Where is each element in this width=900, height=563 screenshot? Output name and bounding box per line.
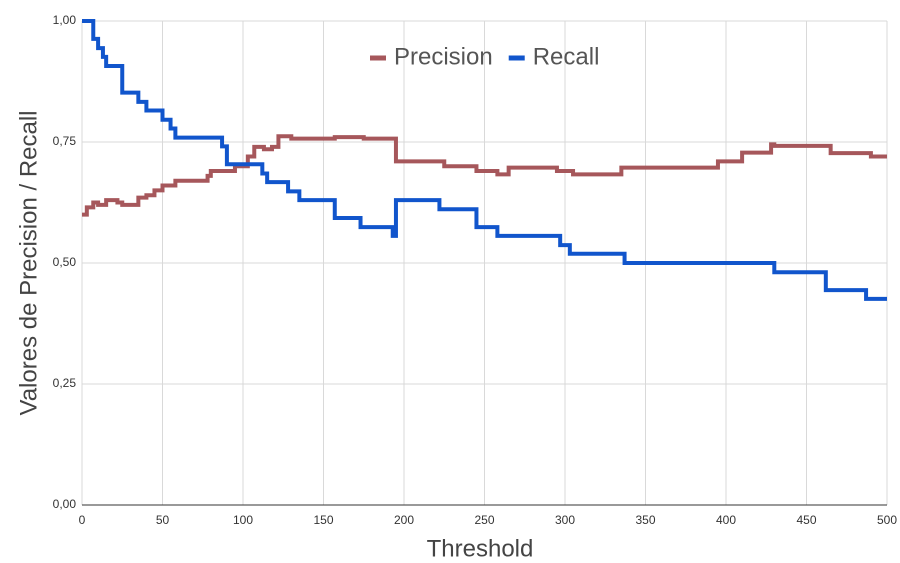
x-tick-label: 300 — [555, 513, 575, 527]
x-tick-label: 50 — [156, 513, 170, 527]
x-tick-label: 350 — [635, 513, 655, 527]
y-tick-label: 0,00 — [53, 497, 77, 511]
x-tick-label: 200 — [394, 513, 414, 527]
y-axis-label: Valores de Precision / Recall — [15, 110, 42, 415]
x-tick-label: 500 — [877, 513, 897, 527]
x-tick-label: 0 — [79, 513, 86, 527]
series-line — [82, 19, 887, 301]
legend-label: Recall — [533, 43, 600, 70]
x-tick-label: 250 — [474, 513, 494, 527]
y-tick-label: 0,25 — [53, 376, 77, 390]
x-tick-label: 400 — [716, 513, 736, 527]
y-tick-label: 0,50 — [53, 255, 77, 269]
x-tick-label: 150 — [313, 513, 333, 527]
y-tick-label: 0,75 — [53, 134, 77, 148]
x-tick-label: 450 — [796, 513, 816, 527]
x-tick-label: 100 — [233, 513, 253, 527]
x-axis-label: Threshold — [427, 535, 534, 562]
legend-label: Precision — [394, 43, 493, 70]
series-line — [82, 134, 887, 217]
y-tick-label: 1,00 — [53, 13, 77, 27]
